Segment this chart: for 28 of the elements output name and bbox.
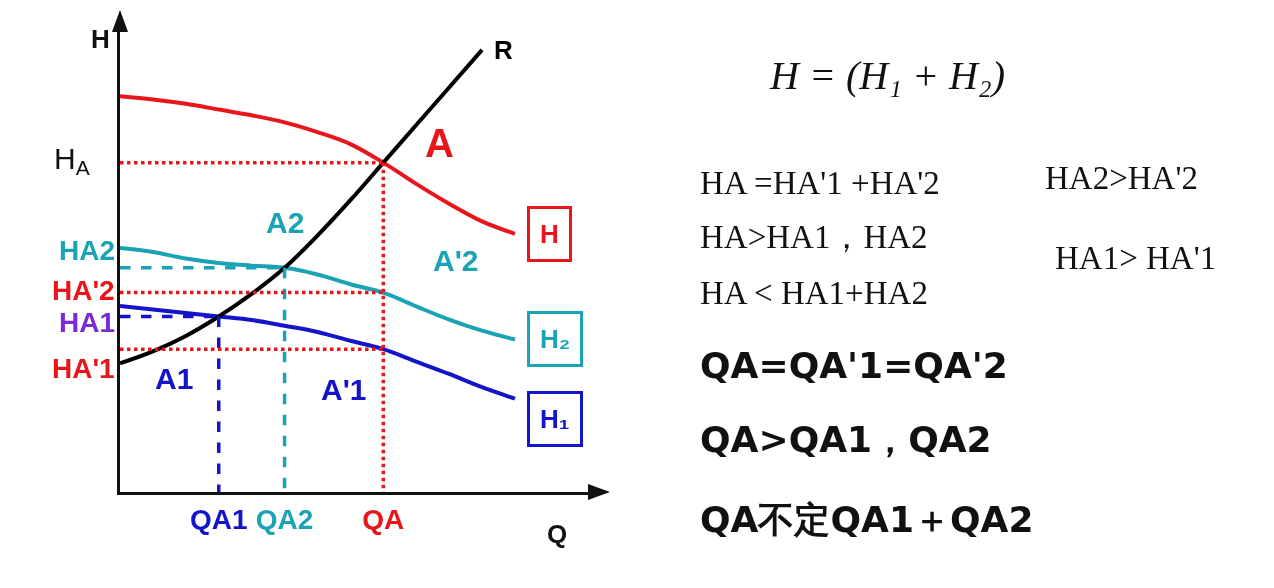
text: HA>HA1，HA2	[700, 217, 928, 257]
text: HA'1	[52, 353, 115, 384]
annotation: A	[425, 121, 454, 165]
text: QA>QA1，QA2	[700, 417, 992, 462]
text: QA不定QA1＋QA2	[700, 497, 1034, 542]
annotation: A'1	[321, 373, 367, 406]
y-axis-title: H	[91, 24, 110, 54]
text: HA1	[59, 307, 116, 338]
x-tick-label: QA1	[189, 503, 248, 535]
x-tick-label: QA	[362, 503, 405, 535]
text: HA2	[59, 235, 116, 266]
annotation: A1	[155, 362, 194, 395]
series-label: H₁	[540, 404, 570, 434]
series-label: H₂	[540, 324, 571, 354]
text: H$_{A}$	[54, 142, 90, 180]
text: HA2>HA'2	[1045, 159, 1198, 197]
annotation: A'2	[433, 244, 479, 277]
annotation: A2	[266, 206, 305, 239]
text: HA'2	[52, 275, 115, 306]
series-label: H	[540, 219, 559, 249]
x-axis-title: Q	[547, 519, 568, 549]
text: HA1> HA'1	[1055, 239, 1217, 277]
series-label: R	[494, 35, 513, 65]
x-tick-label: QA2	[255, 503, 314, 535]
text: HA < HA1+HA2	[700, 274, 928, 312]
text: HA =HA'1 +HA'2	[700, 164, 940, 202]
text: H = (H₁ + H₂)	[770, 51, 1006, 99]
text: QA=QA'1=QA'2	[700, 344, 1008, 386]
